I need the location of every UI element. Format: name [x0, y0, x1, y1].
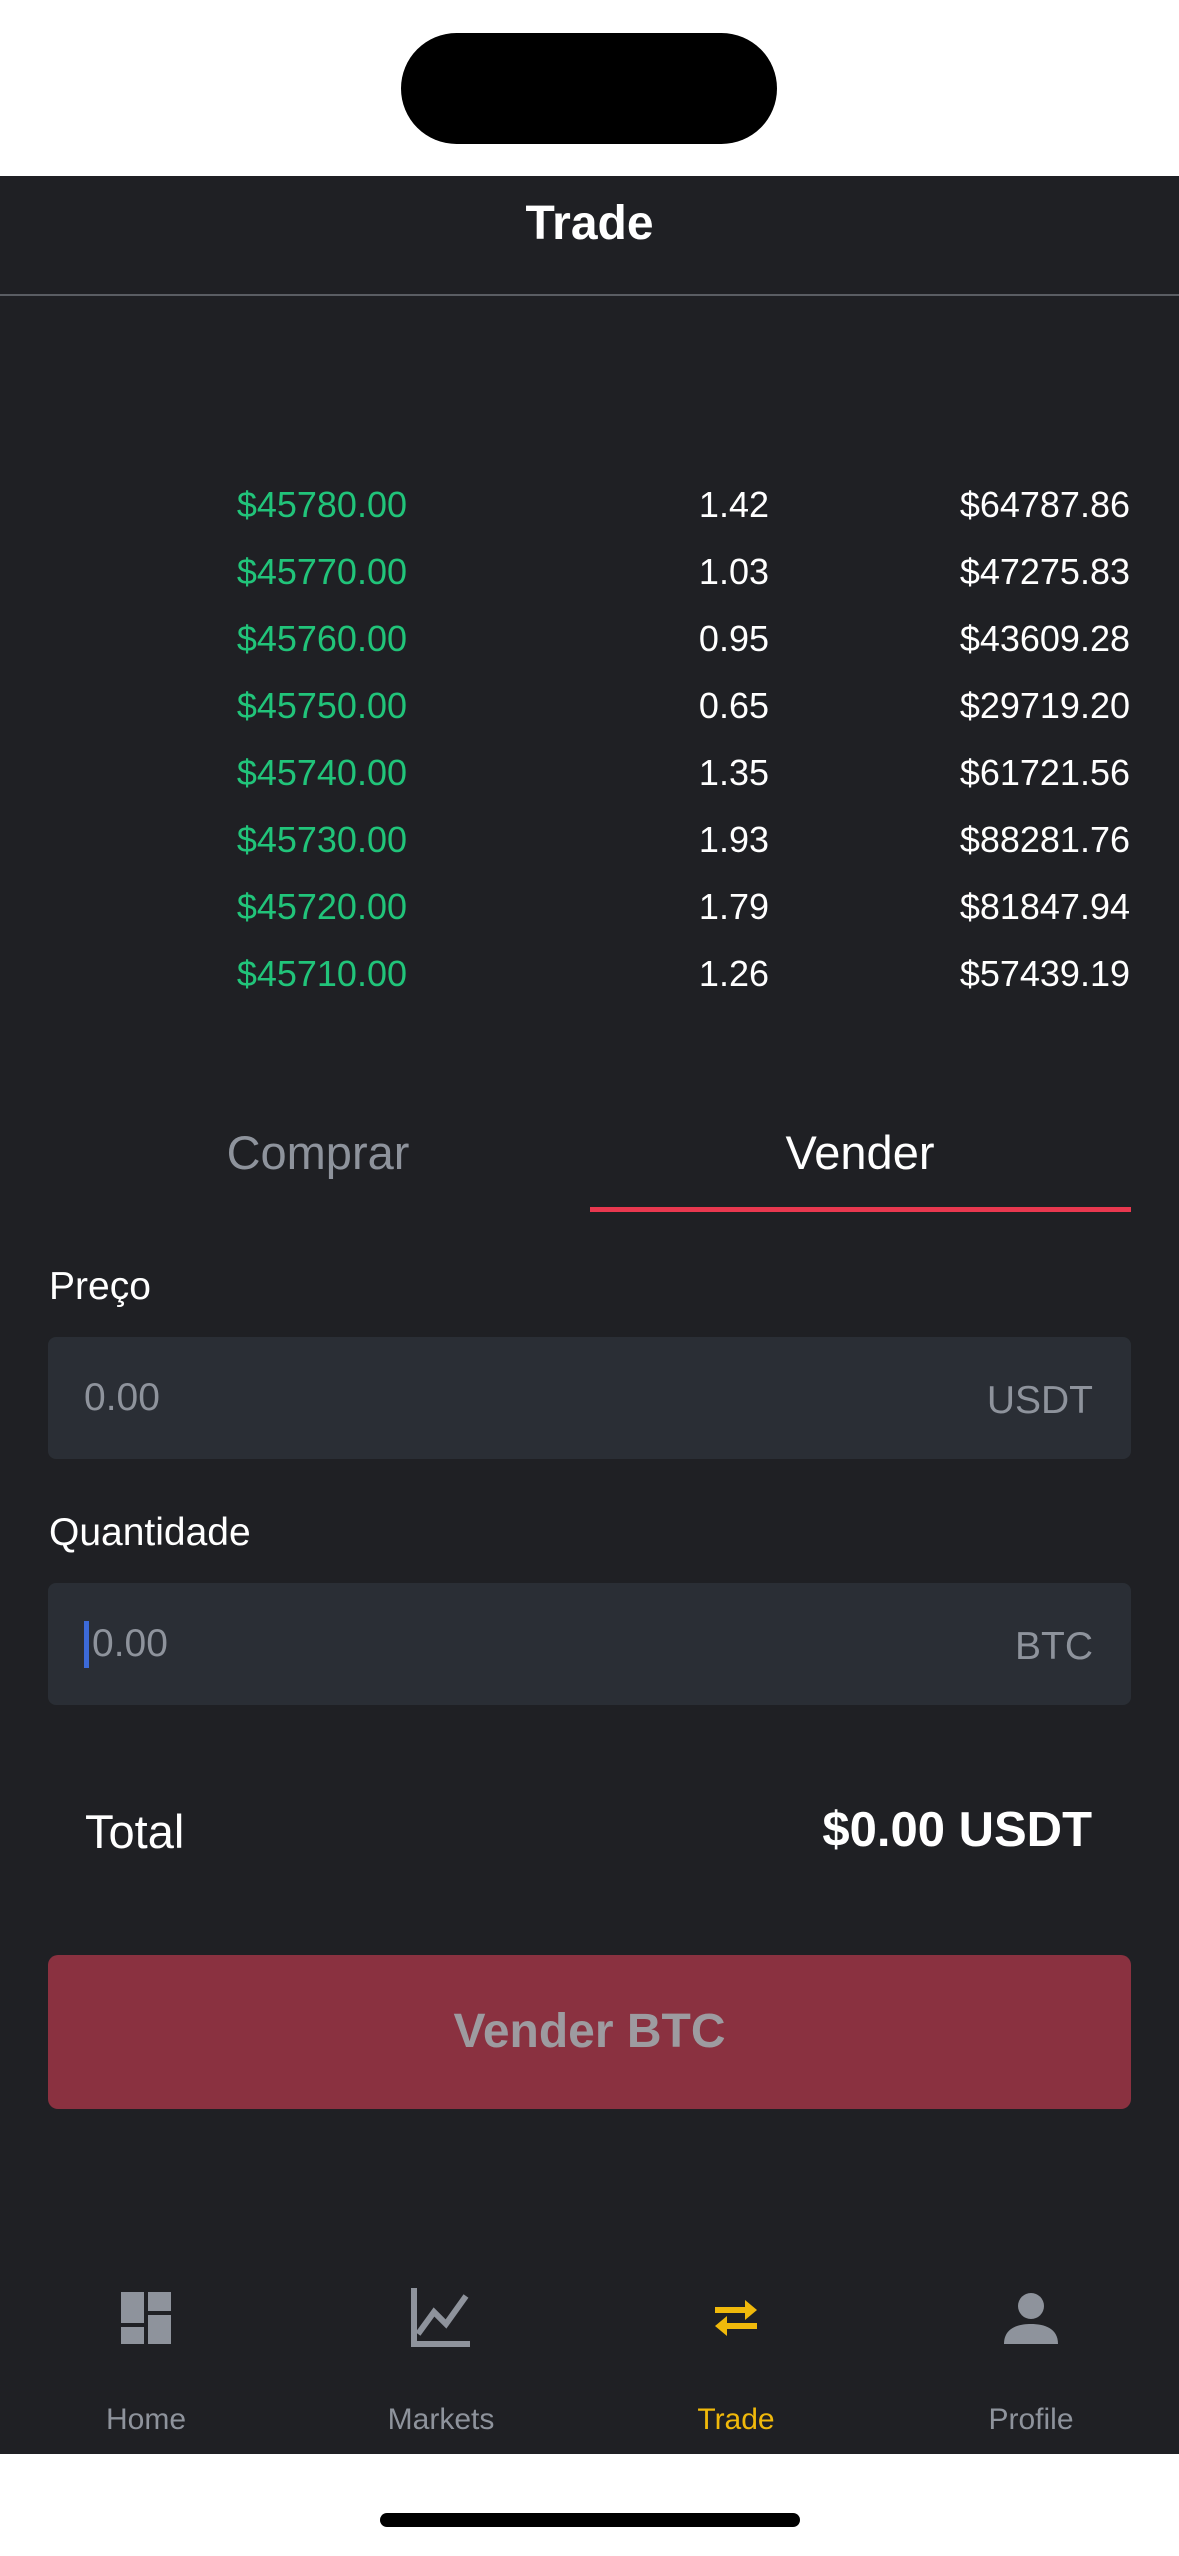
- order-book-row: $45750.00 0.65 $29719.20: [0, 673, 1179, 739]
- nav-item-profile[interactable]: Profile: [906, 2270, 1156, 2450]
- nav-item-markets[interactable]: Markets: [316, 2270, 566, 2450]
- row-amount: 0.65: [698, 685, 769, 726]
- row-total: $29719.20: [959, 685, 1130, 726]
- row-amount: 1.35: [698, 752, 769, 793]
- tab-active-indicator: [590, 1207, 1131, 1212]
- row-amount: 1.42: [698, 484, 769, 525]
- price-input[interactable]: [84, 1337, 884, 1459]
- row-price: $45720.00: [236, 886, 407, 927]
- chart-icon: [411, 2288, 470, 2347]
- row-price: $45740.00: [236, 752, 407, 793]
- order-book-row: $45720.00 1.79 $81847.94: [0, 874, 1179, 940]
- quantity-unit: BTC: [1015, 1625, 1093, 1668]
- row-total: $57439.19: [959, 953, 1130, 994]
- row-total: $61721.56: [959, 752, 1130, 793]
- row-total: $81847.94: [959, 886, 1130, 927]
- row-price: $45760.00: [236, 618, 407, 659]
- text-caret: [84, 1621, 89, 1668]
- home-indicator[interactable]: [380, 2513, 800, 2527]
- row-total: $47275.83: [959, 551, 1130, 592]
- row-total: $88281.76: [959, 819, 1130, 860]
- price-label: Preço: [49, 1265, 151, 1308]
- person-icon: [1004, 2293, 1058, 2344]
- total-value: $0.00 USDT: [822, 1803, 1092, 1857]
- row-amount: 1.93: [698, 819, 769, 860]
- row-amount: 0.95: [698, 618, 769, 659]
- dynamic-island: [401, 33, 777, 144]
- swap-arrows-icon: [715, 2300, 757, 2336]
- total-label: Total: [85, 1805, 185, 1858]
- order-book-row: $45760.00 0.95 $43609.28: [0, 606, 1179, 672]
- tab-sell[interactable]: Vender: [785, 1126, 935, 1179]
- nav-label-profile: Profile: [988, 2403, 1074, 2436]
- row-price: $45770.00: [236, 551, 407, 592]
- header-divider: [0, 294, 1179, 296]
- sell-btc-button[interactable]: Vender BTC: [48, 1955, 1131, 2109]
- page-title: Trade: [525, 197, 654, 250]
- row-amount: 1.79: [698, 886, 769, 927]
- row-total: $43609.28: [959, 618, 1130, 659]
- row-price: $45710.00: [236, 953, 407, 994]
- tab-buy[interactable]: Comprar: [226, 1126, 410, 1179]
- order-book-row: $45740.00 1.35 $61721.56: [0, 740, 1179, 806]
- nav-label-markets: Markets: [387, 2403, 495, 2436]
- order-book-row: $45770.00 1.03 $47275.83: [0, 539, 1179, 605]
- row-amount: 1.26: [698, 953, 769, 994]
- order-book-row: $45730.00 1.93 $88281.76: [0, 807, 1179, 873]
- row-price: $45730.00: [236, 819, 407, 860]
- nav-item-home[interactable]: Home: [21, 2270, 271, 2450]
- quantity-field[interactable]: BTC: [48, 1583, 1131, 1705]
- nav-item-trade[interactable]: Trade: [611, 2270, 861, 2450]
- order-book-row: $45710.00 1.26 $57439.19: [0, 941, 1179, 1007]
- quantity-label: Quantidade: [49, 1511, 251, 1554]
- price-field[interactable]: USDT: [48, 1337, 1131, 1459]
- row-total: $64787.86: [959, 484, 1130, 525]
- nav-label-home: Home: [105, 2403, 187, 2436]
- row-price: $45780.00: [236, 484, 407, 525]
- nav-label-trade: Trade: [697, 2403, 775, 2436]
- row-amount: 1.03: [698, 551, 769, 592]
- quantity-input[interactable]: [92, 1583, 892, 1705]
- order-book-row: $45780.00 1.42 $64787.86: [0, 472, 1179, 538]
- price-unit: USDT: [986, 1379, 1093, 1422]
- row-price: $45750.00: [236, 685, 407, 726]
- dashboard-icon: [121, 2292, 171, 2344]
